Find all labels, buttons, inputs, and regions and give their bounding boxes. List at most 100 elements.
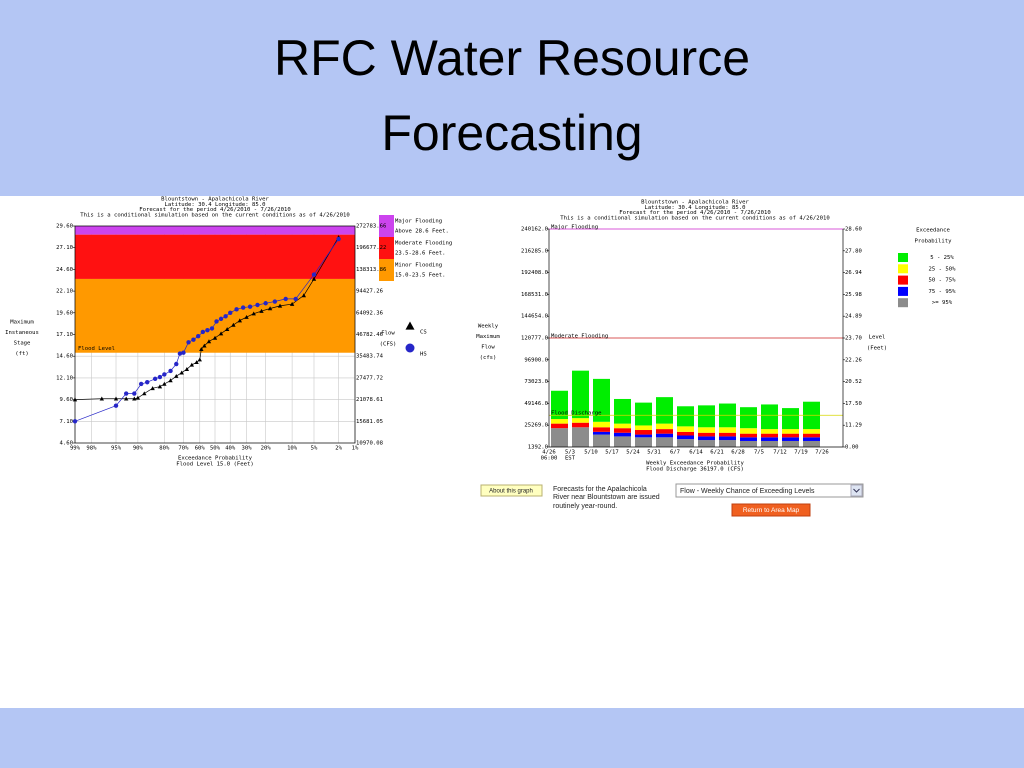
y-tick-label: 168531.0: [521, 292, 548, 298]
y2-tick-label: 23.70: [845, 336, 862, 342]
band-legend-name: Major Flooding: [395, 219, 442, 225]
bar-segment: [656, 423, 673, 430]
x-tick-sub-label: 06:00: [541, 456, 558, 462]
bar-segment: [635, 425, 652, 431]
point: [177, 351, 183, 356]
band-legend-range: 23.5-28.6 Feet.: [395, 251, 446, 257]
y2-axis-label: Level: [869, 335, 886, 341]
bar-segment: [551, 428, 568, 447]
x-tick-label: 40%: [225, 446, 236, 452]
bar-segment: [593, 378, 610, 422]
y2-tick-label: 15681.05: [356, 419, 383, 425]
y-axis-label: (ft): [15, 351, 28, 357]
y2-tick-label: 27.80: [845, 248, 862, 254]
bar-segment: [719, 440, 736, 447]
point: [277, 303, 283, 308]
x-tick-label: 4/26: [542, 450, 555, 456]
legend-label: 25 - 50%: [929, 266, 957, 272]
chart-header: Latitude: 30.4 Longitude: 85.0: [164, 202, 265, 208]
bar-segment: [740, 428, 757, 434]
x-axis-label: Exceedance Probability: [178, 456, 253, 462]
y-tick-label: 144654.0: [521, 314, 548, 320]
y-axis-label: Stage: [14, 341, 31, 347]
series-line: [74, 237, 339, 400]
x-tick-label: 6/21: [710, 450, 723, 456]
x-tick-label: 6/28: [731, 450, 745, 456]
bar-segment: [551, 419, 568, 424]
point: [200, 329, 206, 335]
point: [194, 360, 199, 365]
chart-header: This is a conditional simulation based o…: [560, 215, 829, 221]
point: [205, 327, 210, 333]
band-legend-swatch: [379, 215, 394, 237]
about-button[interactable]: [480, 484, 543, 497]
point: [214, 319, 219, 324]
legend-label: 75 - 95%: [929, 289, 957, 295]
chart-footer: Flood Discharge 36197.0 (CFS): [646, 467, 744, 473]
select-arrow-box[interactable]: [850, 484, 863, 497]
bar-segment: [761, 404, 778, 430]
legend-label: CS: [420, 330, 427, 336]
y2-tick-label: 138313.86: [356, 267, 386, 273]
slide-title: Forecasting: [381, 105, 642, 161]
point: [138, 381, 144, 387]
bar-segment: [740, 407, 757, 429]
point: [150, 386, 155, 391]
point: [228, 310, 233, 315]
point: [251, 311, 256, 316]
x-tick-label: 10%: [287, 446, 298, 452]
y2-tick-label: 11.29: [845, 423, 862, 429]
legend-marker: [405, 343, 415, 353]
bar-segment: [803, 437, 820, 441]
chart-header: This is a conditional simulation based o…: [80, 212, 349, 218]
return-button[interactable]: [731, 503, 811, 517]
bar-segment: [698, 436, 715, 441]
select-arrow: [853, 488, 860, 493]
y-axis-label: Instaneous: [5, 330, 39, 336]
bar-segment: [803, 440, 820, 447]
y2-tick-label: 26.94: [845, 270, 862, 276]
y-tick-label: 7.10: [60, 419, 73, 425]
x-tick-label: 2%: [335, 446, 342, 452]
bar-segment: [782, 440, 799, 447]
y-tick-label: 4.60: [60, 441, 73, 447]
point: [142, 391, 147, 396]
x-tick-label: 7/19: [794, 450, 807, 456]
bar-segment: [698, 405, 715, 428]
bar-segment: [803, 433, 820, 438]
y-tick-label: 192408.0: [521, 270, 548, 276]
x-tick-label: 80%: [159, 446, 170, 452]
bar-segment: [551, 390, 568, 420]
point: [184, 367, 190, 371]
bar-segment: [614, 423, 631, 429]
y2-tick-label: 17.50: [845, 401, 862, 407]
chart-header: Forecast for the period 4/26/2010 - 7/26…: [139, 207, 291, 213]
bar-segment: [698, 427, 715, 433]
x-tick-label: 5/24: [626, 450, 640, 456]
view-select-label[interactable]: Flow - Weekly Chance of Exceeding Levels: [680, 488, 815, 495]
bar-segment: [614, 432, 631, 437]
x-tick-label: 30%: [242, 446, 253, 452]
description: Forecasts for the Apalachicola: [553, 486, 647, 493]
y-tick-label: 17.10: [56, 332, 73, 338]
flood-band: [75, 278, 355, 353]
return-button-label[interactable]: Return to Area Map: [743, 507, 800, 514]
x-tick-label: 1%: [352, 446, 359, 452]
y-tick-label: 27.10: [56, 245, 73, 251]
about-button-label[interactable]: About this graph: [489, 489, 533, 495]
bar-segment: [782, 433, 799, 438]
point: [199, 347, 204, 352]
point: [336, 236, 341, 242]
legend-swatch: [898, 298, 908, 308]
point: [123, 396, 129, 401]
point: [162, 372, 167, 377]
bar-segment: [593, 421, 610, 428]
point: [72, 419, 78, 424]
y2-tick-label: 28.60: [845, 227, 862, 233]
bar-segment: [719, 432, 736, 437]
point: [218, 331, 224, 336]
y2-tick-label: 35483.74: [356, 354, 384, 360]
view-select[interactable]: [675, 483, 864, 498]
y2-tick-label: 94427.26: [356, 289, 383, 295]
